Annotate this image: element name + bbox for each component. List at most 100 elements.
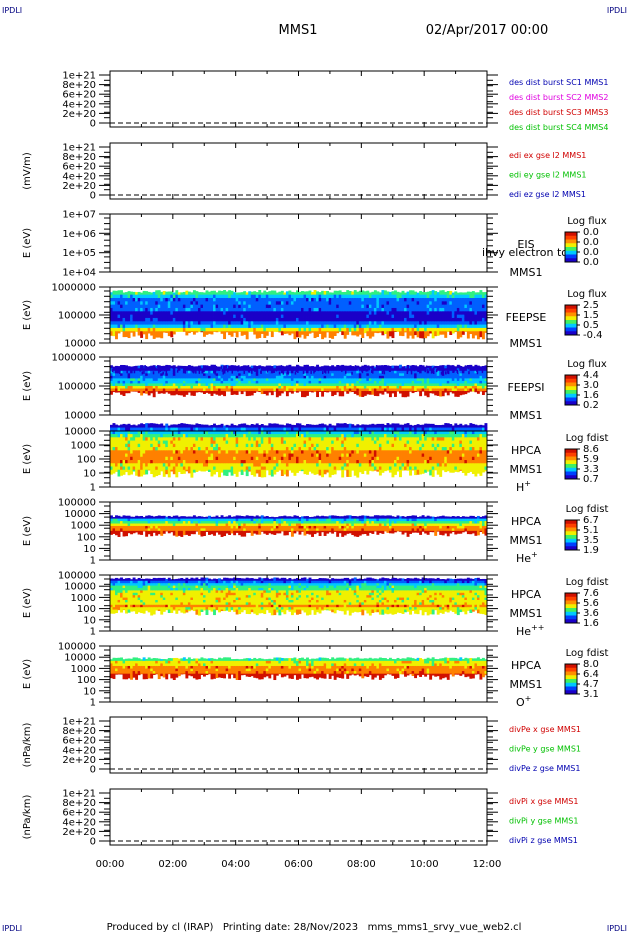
spectrogram-cell [223,331,227,340]
sparse-pixel [225,365,228,369]
spectrogram-cell [411,370,415,374]
spectrogram-cell [444,380,448,385]
spectrogram-cell [275,297,279,302]
spectrogram-cell [238,327,242,332]
spectrogram-cell [135,317,139,322]
spectrogram-cell [115,327,118,332]
spectrogram-cell [130,294,134,299]
spectrogram-cell [363,364,367,369]
spectrogram-cell [326,331,330,333]
spectrogram-cell [273,314,277,319]
spectrogram-cell [353,324,357,329]
spectrogram-cell [270,331,274,338]
spectrogram-cell [273,311,277,316]
spectrogram-cell [346,307,350,312]
spectrogram-cell [318,385,322,390]
spectrogram-cell [140,391,144,396]
spectrogram-cell [127,311,131,316]
spectrogram-cell [165,294,169,299]
panel-frame [109,142,488,200]
spectrogram-cell [290,321,294,326]
spectrogram-cell [303,385,307,390]
spectrogram-cell [306,331,309,337]
y-axis-label: E (eV) [22,300,33,330]
spectrogram-cell [426,383,430,387]
spectrogram-cell [230,368,234,372]
spectrogram-cell [205,373,209,377]
spectrogram-cell [419,388,423,392]
spectrogram-cell [180,304,184,309]
spectrogram-cell [127,321,131,326]
spectrogram-cell [386,297,390,302]
spectrogram-cell [361,314,365,319]
spectrogram-cell [474,378,478,382]
spectrogram-cell [394,388,397,392]
spectrogram-cell [275,391,279,398]
spectrogram-cell [378,301,382,306]
spectrogram-cell [363,294,367,299]
spectrogram-cell [311,311,314,316]
spectrogram-cell [135,368,139,372]
sparse-pixel [472,367,474,371]
spectrogram-cell [419,311,423,316]
spectrogram-cell [419,383,423,387]
sparse-pixel [224,370,226,374]
spectrogram-cell [180,469,184,474]
sparse-pixel [146,367,149,370]
spectrogram-cell [270,380,274,385]
y-tick-label: 6e+20 [62,90,96,101]
spectrogram-cell [240,292,244,296]
spectrogram-cell [388,373,392,377]
spectrogram-cell [321,380,325,385]
spectrogram-cell [328,391,332,392]
spectrogram-cell [112,430,116,435]
spectrogram-cell [185,317,189,322]
spectrogram-cell [215,388,219,392]
spectrogram-cell [331,294,335,299]
spectrogram-cell [396,385,400,390]
spectrogram-cell [303,375,307,379]
spectrogram-cell [185,368,189,372]
spectrogram-cell [268,297,272,302]
spectrogram-cell [288,383,292,387]
spectrogram-cell [401,378,405,382]
spectrogram-cell [404,385,407,390]
spectrogram-cell [471,324,475,329]
spectrogram-cell [190,301,194,306]
spectrogram-cell [290,317,294,322]
spectrogram-cell [155,307,159,312]
spectrogram-cell [208,331,211,334]
spectrogram-cell [157,314,161,319]
spectrogram-cell [288,311,292,316]
spectrogram-cell [175,366,179,369]
spectrogram-cell [152,385,156,390]
legend-entry: des dist burst SC2 MMS2 [509,93,608,102]
spectrogram-cell [481,391,485,396]
spectrogram-cell [386,304,390,309]
colorbar-segment [565,232,577,237]
spectrogram-cell [394,297,397,302]
spectrogram-cell [474,331,478,336]
spectrogram-cell [321,314,325,319]
spectrogram-cell [152,388,156,392]
spectrogram-cell [464,373,468,377]
spectrogram-cell [346,368,350,372]
spectrogram-cell [308,385,312,390]
spectrogram-cell [469,311,473,316]
spectrogram-cell [130,380,134,385]
spectrogram-cell [404,370,407,374]
spectrogram-cell [426,307,430,312]
spectrogram-cell [165,311,169,316]
spectrogram-cell [135,365,139,369]
spectrogram-cell [419,297,423,302]
spectrogram-cell [285,383,289,387]
spectrogram-cell [253,365,257,369]
spectrogram-cell [419,291,423,296]
spectrogram-cell [185,469,189,472]
spectrogram-cell [210,311,214,316]
spectrogram-cell [120,364,123,369]
spectrogram-cell [464,368,468,372]
spectrogram-cell [444,388,448,392]
spectrogram-cell [419,314,423,319]
